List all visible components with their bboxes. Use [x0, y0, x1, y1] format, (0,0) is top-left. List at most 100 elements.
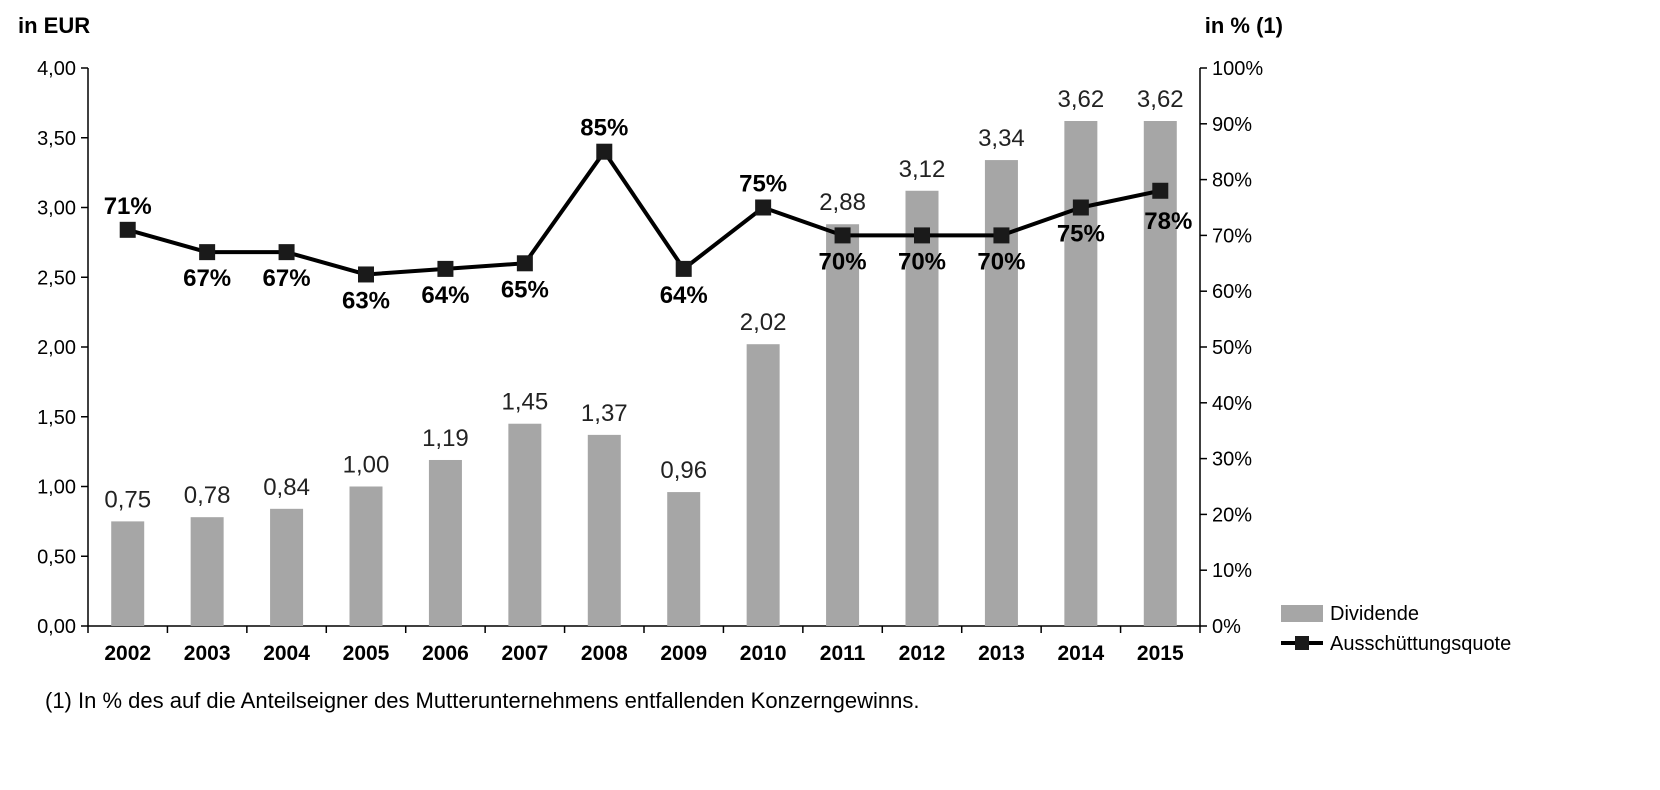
line-marker — [1152, 182, 1169, 199]
left-tick-label: 0,00 — [37, 616, 76, 638]
line-marker — [834, 227, 851, 244]
x-tick-label: 2008 — [581, 642, 628, 665]
bar-data-label: 0,84 — [263, 474, 310, 501]
bar-dividende — [1143, 121, 1177, 626]
bar-data-label: 2,88 — [819, 189, 866, 216]
bar-dividende — [270, 508, 304, 626]
right-tick-label: 20% — [1212, 504, 1252, 526]
bar-dividende — [587, 434, 621, 626]
line-marker — [755, 199, 772, 216]
x-tick-label: 2010 — [740, 642, 787, 665]
left-tick-label: 1,50 — [37, 407, 76, 429]
right-tick-label: 80% — [1212, 170, 1252, 192]
bar-dividende — [746, 344, 780, 626]
line-data-label: 75% — [1057, 221, 1105, 248]
bar-data-label: 2,02 — [740, 309, 787, 336]
line-marker — [1072, 199, 1089, 216]
line-marker — [119, 221, 136, 238]
bar-data-label: 3,62 — [1057, 86, 1104, 113]
legend-label-dividende: Dividende — [1330, 603, 1419, 625]
line-data-label: 71% — [104, 193, 152, 220]
left-tick-label: 3,00 — [37, 198, 76, 220]
bar-data-label: 1,45 — [501, 389, 548, 416]
plot-area: 0,00 0,50 1,00 1,50 2,00 2,50 3,00 3,50 4,00 0% 10… — [37, 58, 1263, 665]
right-tick-label: 100% — [1212, 58, 1263, 80]
line-marker — [358, 266, 374, 283]
left-tick-label: 3,50 — [37, 128, 76, 150]
right-tick-label: 40% — [1212, 393, 1252, 415]
left-tick-label: 0,50 — [37, 546, 76, 568]
line-marker — [437, 260, 454, 277]
bar-data-label: 1,00 — [343, 452, 390, 479]
legend-marker-ausschuettungsquote — [1295, 636, 1309, 650]
x-tick-label: 2007 — [501, 642, 548, 665]
line-data-label: 64% — [421, 282, 469, 309]
bar-dividende — [905, 190, 939, 626]
x-tick-label: 2009 — [660, 642, 707, 665]
x-tick-label: 2005 — [343, 642, 390, 665]
right-tick-label: 50% — [1212, 337, 1252, 359]
line-data-label: 75% — [739, 171, 787, 198]
line-data-label: 63% — [342, 287, 390, 314]
bar-dividende — [111, 521, 145, 626]
x-tick-label: 2004 — [263, 642, 310, 665]
x-tick-label: 2002 — [104, 642, 151, 665]
x-tick-label: 2011 — [820, 642, 866, 665]
line-marker — [675, 260, 692, 277]
bar-data-label: 0,96 — [660, 457, 707, 484]
bar-dividende — [190, 517, 224, 626]
left-tick-label: 4,00 — [37, 58, 76, 80]
line-data-label: 85% — [580, 115, 628, 142]
legend: Dividende Ausschüttungsquote — [1281, 603, 1511, 655]
line-marker — [516, 255, 533, 272]
left-tick-label: 2,50 — [37, 267, 76, 289]
line-data-label: 67% — [263, 265, 311, 292]
right-tick-label: 70% — [1212, 225, 1252, 247]
line-marker — [596, 143, 613, 160]
x-tick-label: 2012 — [899, 642, 946, 665]
right-tick-label: 10% — [1212, 560, 1252, 582]
line-data-label: 78% — [1144, 208, 1192, 235]
line-data-label: 70% — [977, 248, 1025, 275]
line-data-label: 67% — [183, 265, 231, 292]
footnote: (1) In % des auf die Anteilseigner des M… — [45, 688, 919, 713]
line-data-label: 70% — [819, 248, 867, 275]
right-tick-label: 60% — [1212, 281, 1252, 303]
x-tick-label: 2014 — [1057, 642, 1104, 665]
line-data-label: 65% — [501, 276, 549, 303]
line-marker — [993, 227, 1010, 244]
bar-dividende — [428, 459, 462, 626]
line-data-label: 70% — [898, 248, 946, 275]
bar-data-label: 1,19 — [422, 425, 469, 452]
x-tick-label: 2015 — [1137, 642, 1184, 665]
x-tick-label: 2006 — [422, 642, 469, 665]
line-ausschuettungsquote — [127, 149, 1161, 277]
bar-data-label: 3,34 — [978, 125, 1025, 152]
x-tick-label: 2003 — [184, 642, 231, 665]
right-axis-title: in % (1) — [1205, 13, 1283, 38]
right-tick-label: 0% — [1212, 616, 1241, 638]
bar-dividende — [667, 492, 701, 626]
left-tick-label: 2,00 — [37, 337, 76, 359]
left-axis-title: in EUR — [18, 13, 90, 38]
right-tick-label: 30% — [1212, 449, 1252, 471]
right-tick-label: 90% — [1212, 114, 1252, 136]
bar-dividende — [826, 224, 860, 627]
line-data-label: 64% — [660, 282, 708, 309]
bar-dividende — [349, 486, 383, 626]
bar-dividende — [508, 423, 542, 626]
legend-label-ausschuettungsquote: Ausschüttungsquote — [1330, 633, 1511, 655]
line-marker — [199, 244, 216, 261]
bar-data-label: 0,75 — [104, 486, 151, 513]
left-tick-label: 1,00 — [37, 477, 76, 499]
legend-swatch-dividende — [1281, 605, 1323, 622]
line-marker — [914, 227, 930, 244]
bar-data-label: 3,62 — [1137, 86, 1184, 113]
x-tick-label: 2013 — [978, 642, 1025, 665]
bar-data-label: 3,12 — [899, 156, 946, 183]
bar-dividende — [1064, 121, 1098, 626]
line-marker — [278, 244, 295, 261]
bar-data-label: 0,78 — [184, 482, 231, 509]
bar-data-label: 1,37 — [581, 400, 628, 427]
